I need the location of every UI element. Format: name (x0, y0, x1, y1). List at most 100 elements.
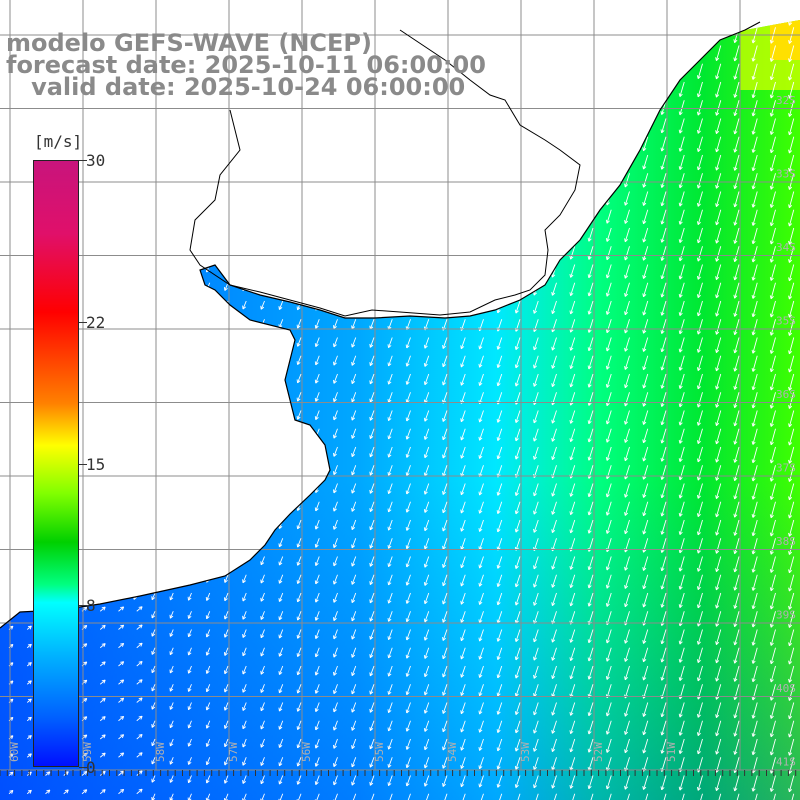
wind-arrow (424, 684, 430, 696)
wind-arrow (551, 154, 557, 168)
wind-arrow (788, 410, 795, 427)
wind-arrow-head (242, 580, 246, 584)
wind-arrow-head (678, 111, 681, 115)
wind-arrow-head (660, 238, 663, 243)
wind-arrow (788, 282, 795, 300)
wind-arrow (770, 574, 776, 591)
wind-arrow-head (514, 601, 517, 606)
wind-arrow (224, 319, 229, 328)
wind-arrow (624, 428, 630, 443)
wind-arrow-head (188, 634, 192, 638)
wind-arrow-head (242, 196, 246, 200)
wind-arrow (351, 629, 357, 640)
wind-arrow-head (479, 90, 483, 94)
wind-arrow-head (333, 581, 337, 585)
wind-arrow-head (587, 383, 590, 388)
wind-arrow-head (606, 421, 610, 425)
wind-arrow (752, 337, 758, 354)
wind-arrow-head (387, 417, 389, 421)
wind-arrow-head (733, 20, 736, 25)
wind-arrow-head (661, 403, 665, 407)
wind-arrow (588, 173, 594, 187)
wind-arrow-head (315, 234, 319, 238)
wind-arrow (515, 647, 521, 661)
wind-arrow-head (643, 476, 647, 480)
wind-arrow (206, 373, 211, 382)
wind-arrow (770, 501, 776, 518)
wind-arrow (97, 483, 101, 490)
wind-arrow-head (569, 657, 572, 661)
wind-arrow (460, 337, 466, 349)
wind-arrow (551, 647, 557, 661)
wind-arrow (333, 629, 338, 640)
wind-arrow-head (569, 237, 572, 242)
wind-arrow (788, 191, 795, 208)
wind-arrow (442, 100, 448, 112)
wind-arrow-head (442, 345, 444, 349)
wind-arrow-head (121, 661, 125, 666)
wind-arrow-head (423, 362, 426, 367)
wind-arrow-head (460, 564, 462, 568)
wind-arrow-head (442, 364, 447, 368)
wind-arrow (388, 410, 393, 421)
wind-arrow-head (679, 331, 683, 335)
wind-arrow-head (442, 126, 447, 130)
wind-arrow (79, 392, 83, 399)
wind-arrow (697, 154, 703, 171)
wind-arrow-head (716, 76, 720, 80)
wind-arrow-head (479, 437, 483, 441)
wind-arrow (133, 282, 138, 290)
wind-arrow-head (369, 471, 371, 476)
wind-arrow (479, 355, 484, 368)
wind-arrow-head (424, 692, 428, 696)
wind-arrow-head (697, 477, 701, 481)
wind-arrow-head (733, 659, 736, 664)
wind-arrow (369, 428, 375, 439)
wind-arrow-head (770, 40, 774, 44)
wind-arrow (788, 556, 795, 573)
wind-arrow-head (533, 274, 538, 278)
wind-arrow-head (770, 387, 774, 391)
wind-arrow (333, 246, 338, 256)
wind-arrow (497, 373, 503, 387)
wind-arrow-head (515, 255, 519, 259)
wind-arrow (424, 665, 430, 677)
wind-arrow-head (170, 451, 174, 455)
wind-arrow-head (770, 606, 774, 610)
wind-arrow-head (715, 367, 717, 372)
wind-arrow (643, 118, 649, 133)
wind-arrow-head (260, 507, 265, 511)
wind-arrow-head (588, 37, 592, 41)
wind-arrow-head (279, 653, 283, 657)
wind-arrow-head (387, 599, 389, 604)
wind-arrow (460, 465, 466, 477)
wind-arrow-head (333, 435, 337, 439)
wind-arrow-head (752, 332, 756, 336)
wind-arrow (515, 63, 521, 77)
wind-arrow-head (606, 184, 610, 188)
wind-arrow-head (170, 414, 174, 418)
wind-arrow-head (606, 38, 610, 42)
wind-arrow-head (642, 183, 644, 188)
wind-arrow (734, 282, 740, 299)
wind-arrow-head (587, 237, 590, 242)
wind-arrow-head (642, 275, 644, 279)
wind-arrow (588, 118, 594, 132)
wind-arrow-head (333, 307, 337, 311)
wind-arrow-head (496, 35, 499, 40)
wind-arrow (770, 20, 776, 26)
wind-arrow (442, 519, 448, 532)
wind-arrow-head (679, 258, 683, 262)
wind-arrow (570, 337, 576, 351)
wind-arrow-head (333, 618, 337, 621)
wind-arrow-head (496, 72, 499, 76)
wind-arrow-head (279, 526, 283, 529)
wind-arrow-head (770, 478, 774, 482)
wind-arrow-head (478, 345, 480, 350)
wind-arrow-head (661, 476, 665, 480)
wind-arrow-head (588, 585, 592, 589)
wind-arrow-head (116, 13, 119, 15)
wind-arrow-head (716, 313, 720, 317)
wind-arrow-head (170, 232, 174, 236)
wind-arrow (169, 173, 174, 181)
